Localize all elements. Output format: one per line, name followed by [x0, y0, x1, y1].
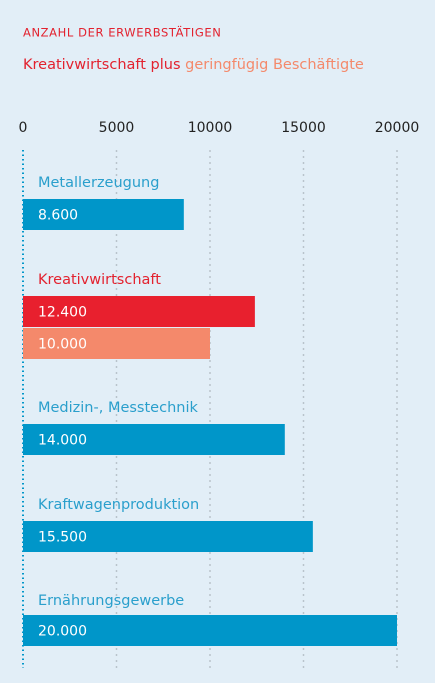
x-tick-label: 5000	[99, 120, 135, 136]
category-label: Ernährungsgewerbe	[38, 593, 184, 609]
value-label: 12.400	[38, 305, 87, 321]
x-tick-label: 15000	[281, 120, 326, 136]
bar	[23, 328, 210, 359]
x-tick-label: 20000	[375, 120, 420, 136]
value-label: 10.000	[38, 337, 87, 353]
bar	[23, 521, 313, 552]
x-tick-label: 10000	[188, 120, 233, 136]
category-label: Kreativwirtschaft	[38, 272, 161, 288]
category-label: Kraftwagenproduktion	[38, 497, 199, 513]
x-tick-label: 0	[19, 120, 28, 136]
category-label: Metallerzeugung	[38, 175, 159, 191]
value-label: 14.000	[38, 433, 87, 449]
value-label: 15.500	[38, 530, 87, 546]
bar	[23, 296, 255, 327]
bar	[23, 199, 184, 230]
value-label: 20.000	[38, 624, 87, 640]
bar	[23, 424, 285, 455]
category-label: Medizin-, Messtechnik	[38, 400, 198, 416]
subtitle-part: geringfügig Beschäftigte	[185, 57, 364, 73]
subtitle-part: Kreativwirtschaft plus	[23, 57, 181, 73]
chart-subtitle: Kreativwirtschaft plus geringfügig Besch…	[23, 57, 364, 73]
chart-title: ANZAHL DER ERWERBSTÄTIGEN	[23, 25, 221, 40]
bar	[23, 615, 397, 646]
value-label: 8.600	[38, 208, 78, 224]
